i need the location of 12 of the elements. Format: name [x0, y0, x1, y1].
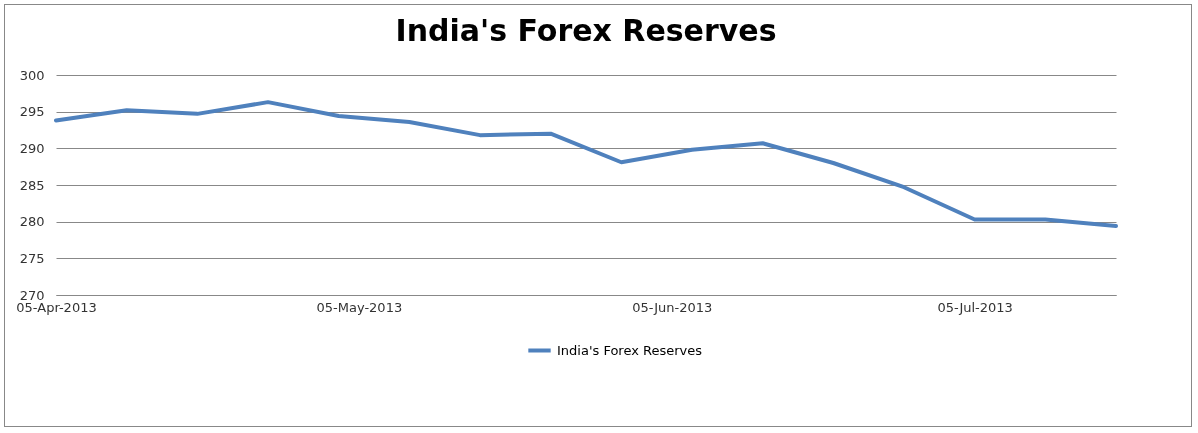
y-tick-label: 290 — [19, 140, 45, 156]
legend-label: India's Forex Reserves — [557, 342, 703, 358]
y-tick-label: 300 — [19, 67, 45, 83]
line-series — [54, 100, 1118, 229]
y-tick-label: 295 — [19, 104, 45, 120]
x-tick-label: 05-Jun-2013 — [632, 299, 713, 315]
y-tick-label: 285 — [19, 177, 45, 193]
y-tick-label: 275 — [19, 250, 45, 266]
x-tick-label: 05-Jul-2013 — [937, 299, 1013, 315]
x-tick-label: 05-May-2013 — [316, 299, 403, 315]
y-tick-label: 280 — [19, 214, 45, 230]
chart-title: India's Forex Reserves — [395, 13, 777, 48]
